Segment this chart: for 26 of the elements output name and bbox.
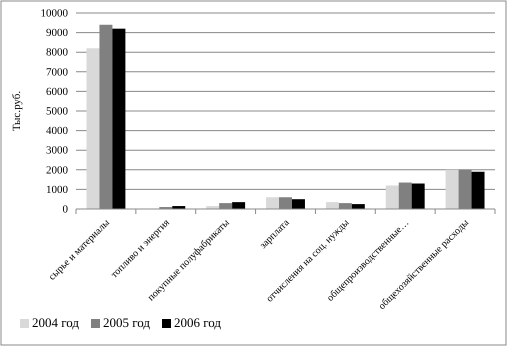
y-tick-label: 1000 [46,184,68,196]
bar [232,202,246,209]
bar [386,185,399,209]
y-tick-label: 7000 [46,66,68,78]
bar [112,28,126,209]
legend-label: 2004 год [32,315,80,330]
y-tick-label: 3000 [46,144,68,157]
y-tick-label: 2000 [46,164,68,176]
legend-label: 2006 год [174,315,222,330]
bar [446,170,459,209]
bar [352,204,365,209]
y-tick-label: 4000 [46,125,68,138]
y-tick-label: 6000 [46,86,68,98]
bar [86,48,100,209]
bar [472,172,485,209]
legend-label: 2005 год [103,315,150,330]
y-axis-title: Тыс.руб. [11,90,23,132]
y-tick-label: 0 [62,204,68,216]
bar [412,184,425,209]
y-tick-label: 8000 [46,46,68,59]
bar [292,199,305,209]
bar [266,197,280,209]
y-tick-label: 9000 [46,27,68,40]
y-tick-label: 10000 [40,8,68,20]
bar [326,202,339,209]
y-tick-label: 5000 [46,106,68,118]
